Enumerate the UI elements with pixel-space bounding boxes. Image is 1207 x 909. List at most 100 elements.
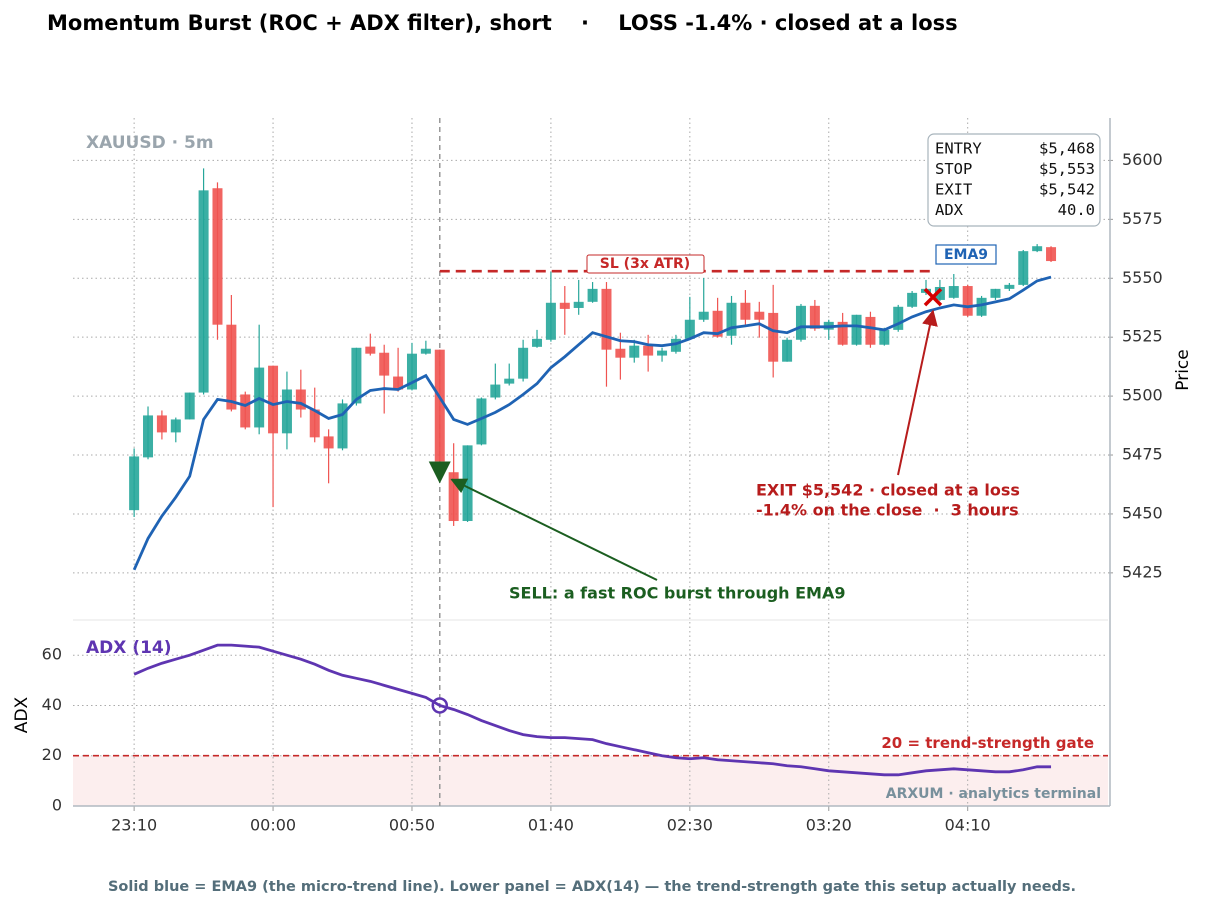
y-tick-label: 5475	[1122, 445, 1163, 464]
candle-body	[545, 302, 556, 340]
exit-marker	[923, 287, 943, 307]
candle-body	[615, 348, 626, 358]
adx-axis-label: ADX	[12, 696, 32, 733]
candle-body	[740, 302, 751, 320]
candle-body	[309, 409, 320, 438]
exit-note: EXIT $5,542 · closed at a loss	[756, 481, 1020, 500]
adx-marker	[431, 697, 449, 714]
candle-body	[684, 319, 695, 339]
candle-body	[643, 345, 654, 356]
exit-note: -1.4% on the close · 3 hours	[756, 501, 1019, 520]
info-key: STOP	[935, 160, 972, 178]
candle-body	[837, 321, 848, 345]
candle-body	[893, 306, 904, 330]
info-value: 40.0	[1058, 201, 1095, 219]
candle-body	[323, 436, 334, 449]
candle-body	[504, 378, 515, 384]
x-tick-label: 00:00	[250, 816, 296, 835]
y-tick-label: 60	[42, 645, 62, 664]
candle-body	[670, 338, 681, 352]
candle-body	[573, 301, 584, 308]
candle-body	[184, 392, 195, 420]
caption: Solid blue = EMA9 (the micro-trend line)…	[108, 879, 1076, 895]
entry-note: SELL: a fast ROC burst through EMA9	[509, 584, 845, 603]
y-tick-label: 5500	[1122, 386, 1163, 405]
candle-body	[406, 353, 417, 390]
x-tick-label: 00:50	[389, 816, 435, 835]
stop-label: SL (3x ATR)	[600, 256, 690, 272]
adx-label: ADX (14)	[86, 638, 172, 658]
candle-body	[1032, 246, 1043, 252]
candle-body	[768, 312, 779, 362]
x-tick-label: 04:10	[945, 816, 991, 835]
ema-line	[132, 275, 1052, 571]
y-tick-label: 5550	[1122, 268, 1163, 287]
candle-body	[240, 394, 251, 428]
y-tick-label: 5450	[1122, 503, 1163, 522]
watermark: ARXUM · analytics terminal	[886, 786, 1101, 802]
candle-body	[434, 349, 445, 462]
stop-label-box	[586, 254, 705, 274]
plot: 5425 5450 5475 5500 5525 5550 5575 5600 0 20 40 60 2…	[42, 118, 1163, 835]
candle-body	[601, 288, 612, 350]
candle-body	[143, 415, 154, 458]
legend-box	[935, 244, 997, 265]
y-tick-label: 5525	[1122, 327, 1163, 346]
info-value: $5,468	[1039, 140, 1095, 158]
price-axis-label: Price	[1173, 349, 1193, 390]
candle-body	[934, 286, 945, 300]
candle-body	[990, 288, 1001, 298]
info-key: ENTRY	[935, 140, 982, 158]
info-value: $5,553	[1039, 160, 1095, 178]
candle-body	[976, 297, 987, 316]
y-tick-label: 5425	[1122, 562, 1163, 581]
candle-body	[1018, 251, 1029, 285]
candle-body	[657, 350, 668, 356]
candle-body	[462, 445, 473, 522]
candle-body	[879, 329, 890, 345]
x-tick-label: 01:40	[528, 816, 574, 835]
threshold-label: 20 = trend-strength gate	[881, 734, 1094, 752]
exit-cross	[923, 287, 943, 307]
symbol-label: XAUUSD · 5m	[86, 133, 214, 153]
candle-body	[365, 346, 376, 354]
info-key: EXIT	[935, 181, 972, 199]
candle-body	[226, 324, 237, 410]
y-tick-label: 5575	[1122, 209, 1163, 228]
candle-body	[532, 338, 543, 347]
y-tick-label: 40	[42, 695, 62, 714]
candle-body	[962, 286, 973, 316]
y-tick-label: 20	[42, 745, 62, 764]
candle-body	[198, 190, 209, 393]
info-key: ADX	[935, 201, 964, 219]
candle-body	[295, 389, 306, 410]
entry-marker	[428, 461, 451, 484]
candle-body	[754, 311, 765, 320]
candle-body	[281, 389, 292, 434]
candle-body	[629, 345, 640, 358]
candle-body	[420, 348, 431, 354]
candle-body	[795, 305, 806, 340]
candle-body	[851, 314, 862, 345]
y-tick-label: 0	[52, 796, 62, 815]
adx-line	[133, 643, 1052, 777]
info-box	[927, 133, 1101, 227]
candle-body	[948, 286, 959, 298]
title: Momentum Burst (ROC + ADX filter), short…	[47, 11, 958, 35]
candle-body	[587, 288, 598, 302]
x-tick-label: 03:20	[806, 816, 852, 835]
exit-arrow	[897, 309, 938, 476]
candle-body	[129, 456, 140, 511]
candle-body	[865, 316, 876, 345]
candle-body	[351, 347, 362, 404]
info-value: $5,542	[1039, 181, 1095, 199]
candle-body	[809, 305, 820, 329]
candle-body	[268, 365, 279, 434]
candle-body	[712, 310, 723, 337]
candle-body	[726, 302, 737, 336]
x-tick-label: 02:30	[667, 816, 713, 835]
candle-body	[448, 472, 459, 522]
x-tick-label: 23:10	[111, 816, 157, 835]
candle-body	[476, 398, 487, 445]
